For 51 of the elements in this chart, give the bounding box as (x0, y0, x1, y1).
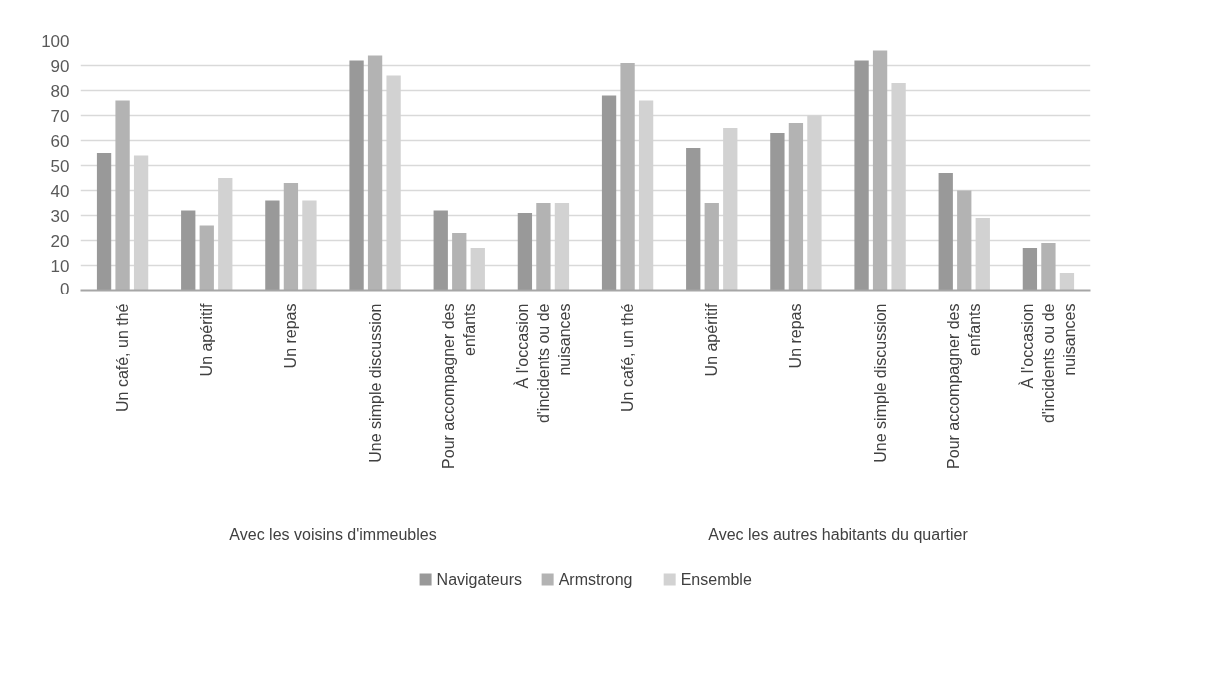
bar (536, 203, 551, 291)
bar (283, 183, 299, 291)
bar (452, 233, 467, 291)
bar (1022, 248, 1038, 291)
bar (1041, 243, 1056, 291)
y-tick-label: 100 (41, 31, 70, 51)
x-tick-label: Un café, un thé (114, 303, 132, 413)
bar (854, 60, 869, 291)
bar (872, 50, 888, 291)
bar (115, 100, 130, 291)
bar (601, 95, 617, 291)
y-tick-label: 20 (50, 231, 70, 251)
y-tick-label: 0 (60, 279, 70, 299)
x-tick-label: Un apéritif (198, 302, 216, 377)
bar (265, 200, 280, 291)
x-tick-label: Un repas (787, 303, 805, 369)
x-tick-label: Un apéritif (703, 302, 721, 377)
bar (96, 153, 112, 291)
bar (367, 55, 383, 291)
bar (788, 123, 804, 291)
bar (938, 173, 953, 291)
text: Avec les voisins d'immeubles (229, 526, 437, 543)
legend-label: Navigateurs (436, 571, 522, 588)
bar (620, 63, 635, 291)
legend-label: Armstrong (558, 571, 633, 588)
y-tick-label: 70 (50, 106, 70, 126)
bar (1059, 273, 1075, 291)
bar (957, 190, 972, 291)
bar (686, 148, 701, 291)
x-tick-label: Une simple discussion (871, 303, 889, 463)
x-tick-label: Une simple discussion (366, 303, 384, 463)
bar (704, 203, 719, 291)
y-tick-label: 50 (50, 156, 70, 176)
bar (433, 210, 448, 291)
x-tick-label: Pour accompagner des enfants (440, 303, 479, 469)
bar (181, 210, 196, 291)
bar (199, 225, 214, 291)
y-tick-label: 40 (50, 181, 70, 201)
bar (770, 133, 785, 291)
y-tick-label: 60 (50, 131, 70, 151)
x-tick-label: Un café, un thé (619, 303, 637, 413)
x-tick-label: Un repas (282, 303, 300, 369)
y-tick-label: 80 (50, 81, 70, 101)
text: Avec les autres habitants du quartier (708, 526, 969, 543)
y-tick-label: 90 (50, 56, 70, 76)
x-tick-label: Pour accompagner des enfants (945, 303, 984, 469)
bar (349, 60, 364, 291)
legend-label: Ensemble (680, 571, 752, 588)
bar (517, 213, 533, 291)
y-tick-label: 10 (50, 256, 70, 276)
y-tick-label: 30 (50, 206, 70, 226)
